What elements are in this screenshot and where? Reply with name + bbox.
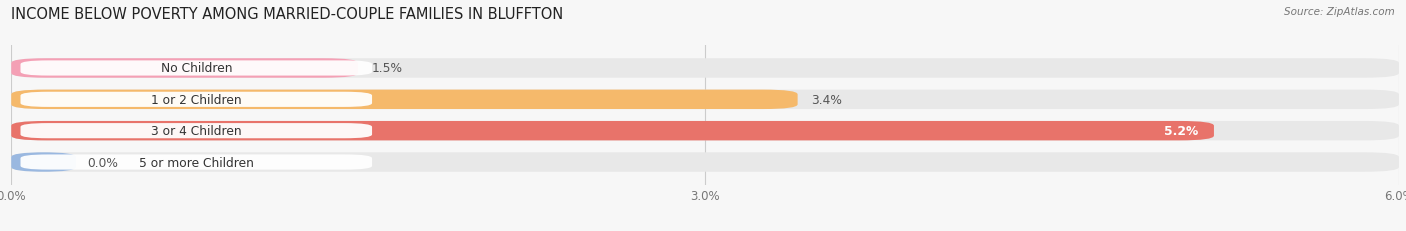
FancyBboxPatch shape xyxy=(11,59,359,78)
Text: 3 or 4 Children: 3 or 4 Children xyxy=(150,125,242,138)
FancyBboxPatch shape xyxy=(11,122,1213,141)
Text: 1.5%: 1.5% xyxy=(373,62,404,75)
Text: 5 or more Children: 5 or more Children xyxy=(139,156,253,169)
FancyBboxPatch shape xyxy=(21,124,373,139)
FancyBboxPatch shape xyxy=(11,90,797,109)
Text: 5.2%: 5.2% xyxy=(1164,125,1198,138)
FancyBboxPatch shape xyxy=(11,153,76,172)
FancyBboxPatch shape xyxy=(11,153,1399,172)
Text: INCOME BELOW POVERTY AMONG MARRIED-COUPLE FAMILIES IN BLUFFTON: INCOME BELOW POVERTY AMONG MARRIED-COUPL… xyxy=(11,7,564,22)
FancyBboxPatch shape xyxy=(11,122,1399,141)
FancyBboxPatch shape xyxy=(21,92,373,107)
Text: 1 or 2 Children: 1 or 2 Children xyxy=(150,93,242,106)
Text: 0.0%: 0.0% xyxy=(87,156,118,169)
FancyBboxPatch shape xyxy=(21,61,373,76)
FancyBboxPatch shape xyxy=(11,90,1399,109)
Text: No Children: No Children xyxy=(160,62,232,75)
FancyBboxPatch shape xyxy=(21,155,373,170)
Text: 3.4%: 3.4% xyxy=(811,93,842,106)
FancyBboxPatch shape xyxy=(11,59,1399,78)
Text: Source: ZipAtlas.com: Source: ZipAtlas.com xyxy=(1284,7,1395,17)
